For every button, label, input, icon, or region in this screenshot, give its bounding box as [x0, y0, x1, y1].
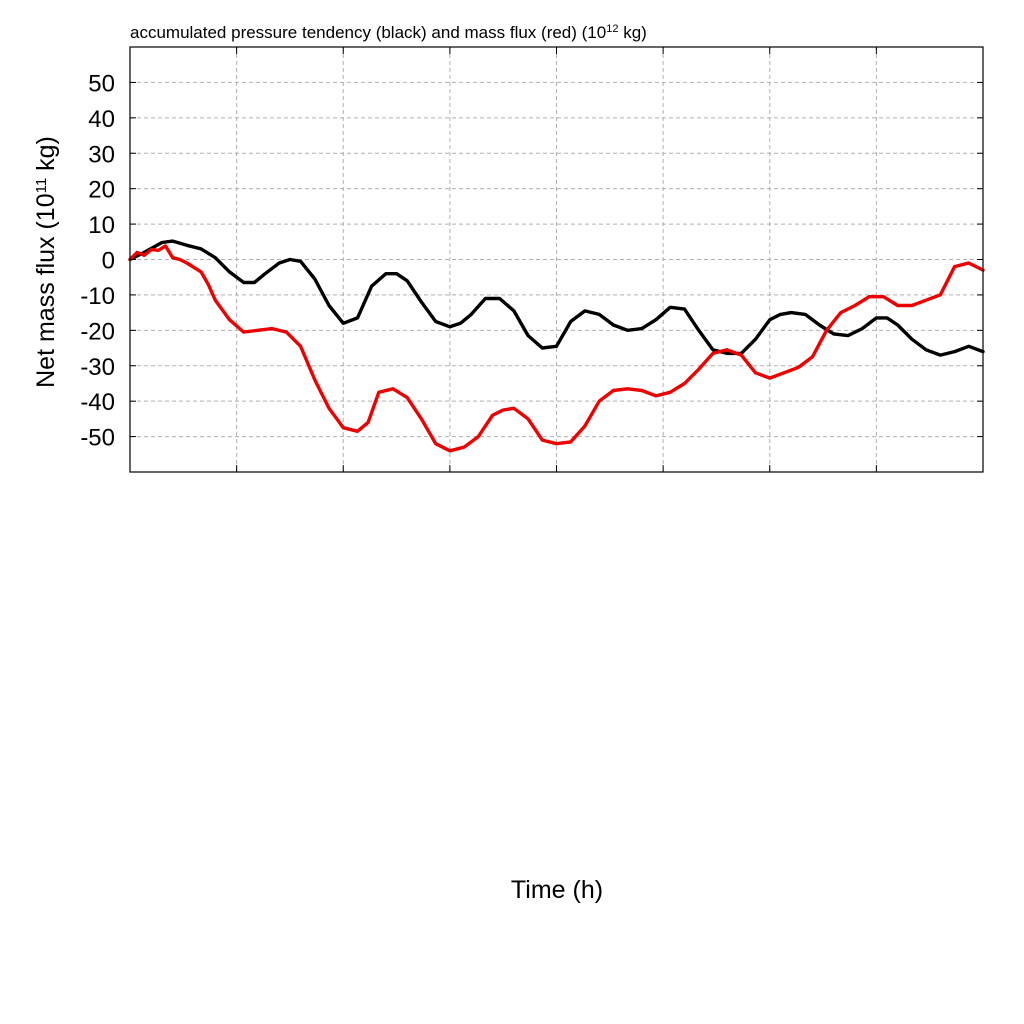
- y-tick-labels: 50 40 30 20 10 0 -10 -20 -30 -40 -50: [80, 70, 115, 451]
- series-line-pressure-tendency: [128, 239, 985, 357]
- x-axis-label: Time (h): [511, 876, 603, 904]
- plot-frame: [129, 46, 984, 473]
- y-tick-label: 20: [88, 177, 115, 204]
- y-tick-label: -50: [80, 425, 115, 452]
- series-line-mass-flux: [128, 244, 985, 453]
- y-tick-label: -10: [80, 283, 115, 310]
- x-tick-marks: [130, 47, 983, 472]
- y-tick-label: 50: [88, 70, 115, 97]
- y-tick-label: 40: [88, 106, 115, 133]
- y-tick-label: -30: [80, 354, 115, 381]
- y-tick-label: 30: [88, 141, 115, 168]
- y-tick-label: -40: [80, 389, 115, 416]
- series-lines: [128, 239, 985, 453]
- y-tick-label: 10: [88, 212, 115, 239]
- y-tick-label: -20: [80, 318, 115, 345]
- y-axis-label: Net mass flux (1011 kg): [32, 136, 60, 388]
- chart-title: accumulated pressure tendency (black) an…: [130, 23, 647, 42]
- y-tick-label: 0: [102, 248, 115, 275]
- grid-lines: [130, 47, 983, 472]
